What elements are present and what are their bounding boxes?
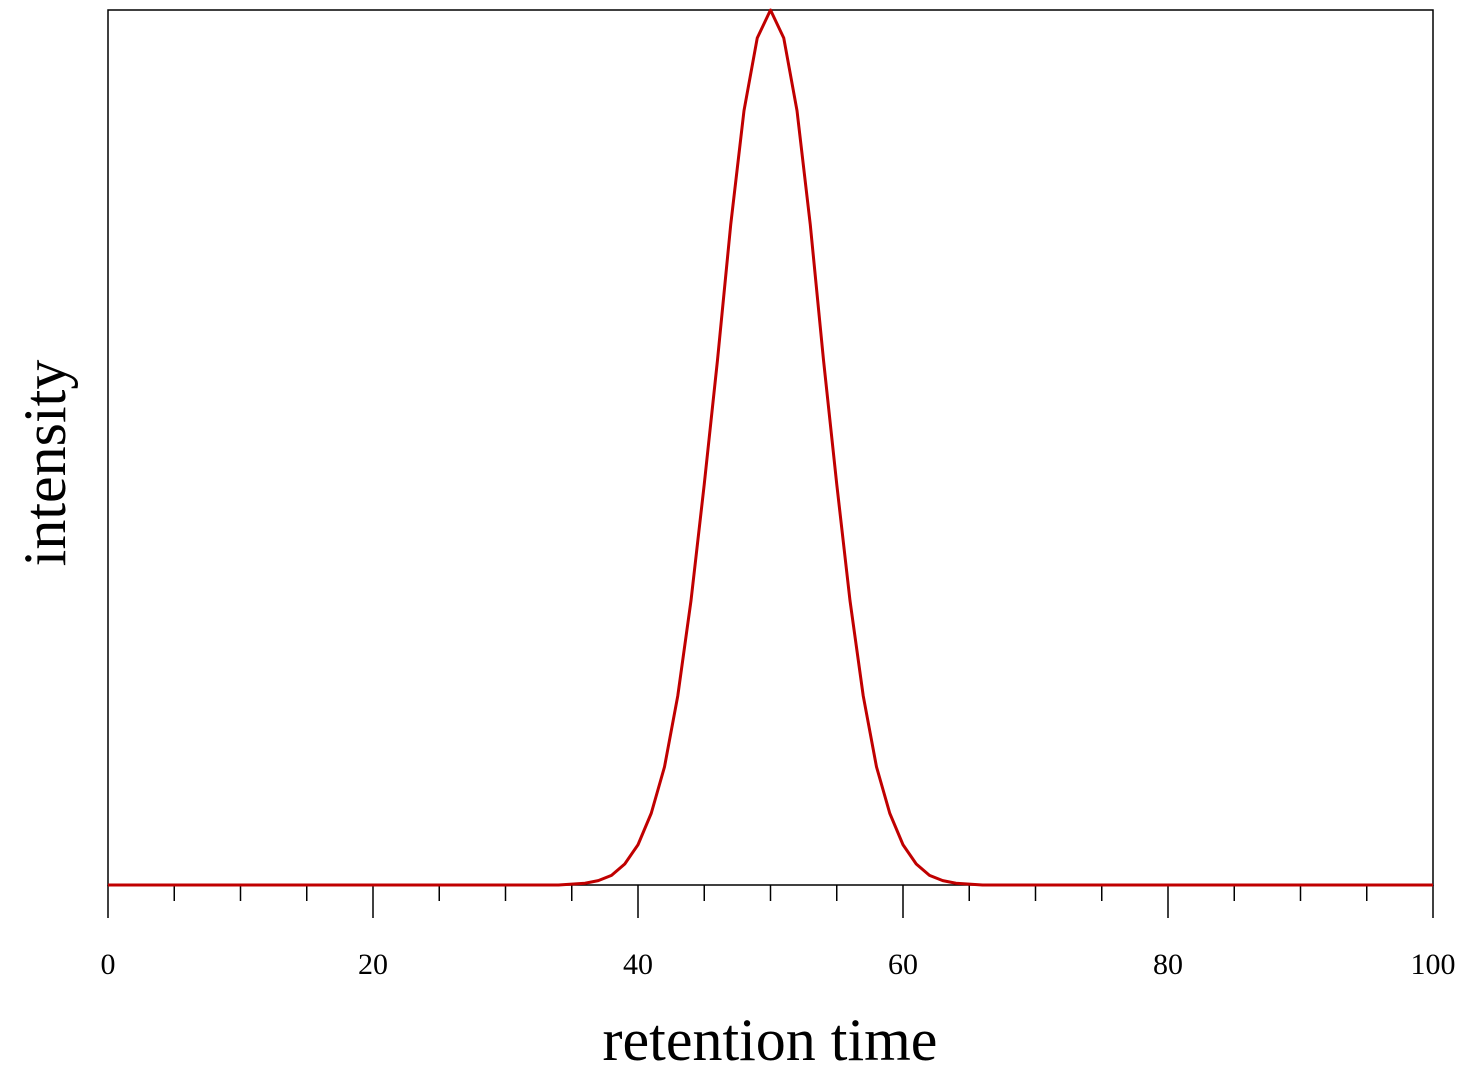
x-tick-label: 20 bbox=[358, 948, 388, 981]
x-tick-label: 0 bbox=[101, 948, 116, 981]
x-axis: 0 20 40 60 80 100 bbox=[101, 885, 1456, 981]
series-layer bbox=[108, 8, 1433, 887]
x-axis-label: retention time bbox=[603, 1007, 938, 1068]
series-line bbox=[108, 8, 1433, 887]
x-tick-label: 100 bbox=[1411, 948, 1456, 981]
x-tick-label: 40 bbox=[623, 948, 653, 981]
y-axis-label: intensity bbox=[12, 360, 78, 567]
x-tick-label: 80 bbox=[1153, 948, 1183, 981]
x-tick-label: 60 bbox=[888, 948, 918, 981]
plot-area bbox=[107, 9, 1434, 886]
